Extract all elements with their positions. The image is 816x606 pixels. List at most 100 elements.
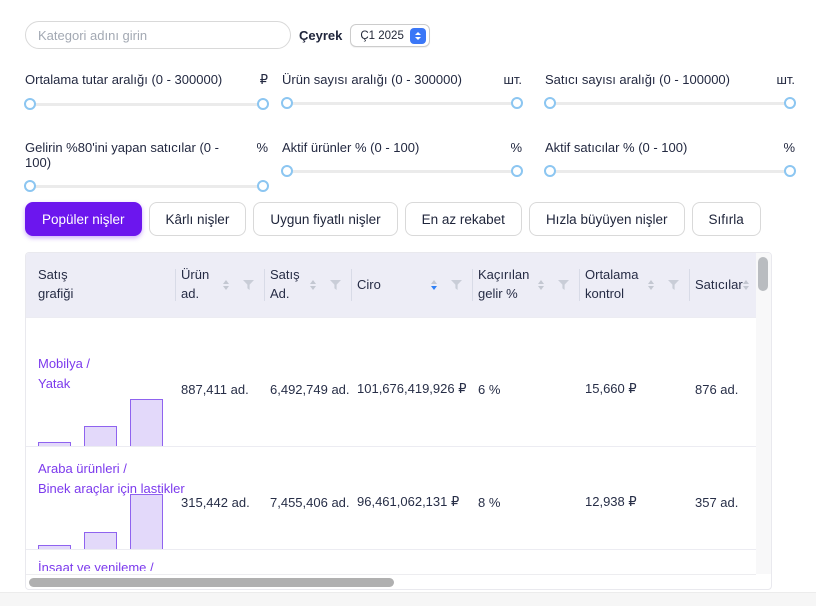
- sales-mini-bar: [130, 494, 163, 549]
- slider-track: [545, 102, 795, 105]
- niche-link[interactable]: Araba ürünleri / Binek araçlar için lasti…: [38, 461, 185, 496]
- filter-label: Ortalama tutar aralığı (0 - 300000): [25, 72, 223, 87]
- vertical-scrollbar[interactable]: [756, 253, 771, 574]
- niche-cell: Araba ürünleri / Binek araçlar için lasti…: [26, 447, 185, 549]
- slider-handle-max[interactable]: [511, 165, 523, 177]
- filter-funnel-icon[interactable]: [243, 280, 254, 290]
- slider-track: [545, 170, 795, 173]
- filter-unit: ₽: [259, 72, 268, 87]
- filter-seller-count: Satıcı sayısı aralığı (0 - 100000) шт.: [544, 72, 796, 109]
- tab-fast-growing-niches[interactable]: Hızla büyüyen nişler: [528, 202, 685, 236]
- active-sellers-range-slider[interactable]: [544, 165, 796, 177]
- sort-icon[interactable]: [742, 280, 749, 290]
- filter-unit: шт.: [503, 72, 522, 87]
- sellers-value: 876 ad.: [695, 381, 739, 397]
- sales-mini-bar: [84, 426, 117, 446]
- sales-mini-bar: [130, 399, 163, 446]
- table-row: Mobilya / Yatak 887,411 ad. 6,492,749 ad.…: [26, 317, 756, 446]
- quarter-filter: Çeyrek Ç1 2025: [299, 24, 430, 47]
- slider-handle-min[interactable]: [281, 165, 293, 177]
- slider-handle-max[interactable]: [784, 97, 796, 109]
- sort-icon[interactable]: [223, 280, 229, 290]
- sort-icon[interactable]: [538, 280, 544, 290]
- filter-funnel-icon[interactable]: [668, 280, 679, 290]
- quarter-select-value: Ç1 2025: [360, 29, 404, 42]
- filter-label: Satıcı sayısı aralığı (0 - 100000): [545, 72, 730, 87]
- average-check-value: 15,660 ₽: [585, 381, 637, 396]
- niche-link[interactable]: İnşaat ve yenileme /: [38, 560, 154, 571]
- tab-profitable-niches[interactable]: Kârlı nişler: [148, 202, 247, 236]
- seller-count-range-slider[interactable]: [544, 97, 796, 109]
- sales-mini-chart: [38, 399, 163, 446]
- sales-mini-bar: [84, 532, 117, 549]
- sellers-value: 357 ad.: [695, 494, 739, 510]
- niche-cell: Mobilya / Yatak: [26, 318, 175, 446]
- filter-label: Ürün sayısı aralığı (0 - 300000): [282, 72, 462, 87]
- preset-tabs: Popüler nişler Kârlı nişler Uygun fiyatl…: [25, 202, 761, 236]
- table-body: Mobilya / Yatak 887,411 ad. 6,492,749 ad.…: [26, 317, 756, 571]
- product-count-value: 887,411 ad.: [181, 381, 249, 397]
- filter-unit: %: [510, 140, 522, 155]
- slider-handle-max[interactable]: [257, 98, 269, 110]
- slider-handle-max[interactable]: [511, 97, 523, 109]
- sales-mini-bar: [38, 442, 71, 446]
- filter-unit: шт.: [776, 72, 795, 87]
- niche-cell: İnşaat ve yenileme /: [26, 550, 175, 571]
- average-check-value: 12,938 ₽: [585, 494, 637, 509]
- sort-icon[interactable]: [648, 280, 654, 290]
- filter-label: Aktif ürünler % (0 - 100): [282, 140, 420, 155]
- category-search-input[interactable]: [25, 21, 291, 49]
- filter-funnel-icon[interactable]: [330, 280, 341, 290]
- filter-funnel-icon[interactable]: [451, 280, 462, 290]
- tab-least-competition[interactable]: En az rekabet: [404, 202, 522, 236]
- slider-track: [282, 102, 522, 105]
- slider-handle-min[interactable]: [24, 180, 36, 192]
- slider-track: [25, 103, 268, 106]
- select-stepper-icon: [409, 27, 426, 44]
- filter-active-products: Aktif ürünler % (0 - 100)%: [281, 140, 523, 177]
- niche-link[interactable]: Mobilya / Yatak: [38, 356, 91, 391]
- slider-handle-max[interactable]: [784, 165, 796, 177]
- sales-mini-chart: [38, 494, 163, 549]
- slider-handle-max[interactable]: [257, 180, 269, 192]
- column-header-sales-graph: Satış grafiği: [38, 267, 74, 301]
- filter-funnel-icon[interactable]: [558, 280, 569, 290]
- page-bottom-strip: [0, 592, 816, 606]
- sort-icon[interactable]: [310, 280, 316, 290]
- slider-handle-min[interactable]: [544, 97, 556, 109]
- product-count-value: 315,442 ad.: [181, 494, 250, 510]
- column-header-sales-count: Satış Ad.: [264, 253, 351, 317]
- active-products-range-slider[interactable]: [281, 165, 523, 177]
- sort-icon-active-desc[interactable]: [431, 280, 437, 290]
- column-header-sellers: Satıcılar: [689, 253, 759, 317]
- filter-label: Aktif satıcılar % (0 - 100): [545, 140, 688, 155]
- slider-handle-min[interactable]: [281, 97, 293, 109]
- table-header: Satış grafiği Ürün ad. Satış Ad. Ciro Ka…: [26, 253, 756, 317]
- filter-top-sellers-share: Gelirin %80'ini yapan satıcılar (0 - 100…: [24, 140, 269, 192]
- column-header-revenue: Ciro: [351, 253, 472, 317]
- missed-revenue-value: 6 %: [478, 381, 501, 397]
- table-row: Araba ürünleri / Binek araçlar için lasti…: [26, 446, 756, 549]
- slider-handle-min[interactable]: [544, 165, 556, 177]
- niches-table: Satış grafiği Ürün ad. Satış Ad. Ciro Ka…: [25, 252, 772, 590]
- column-header-missed-revenue: Kaçırılan gelir %: [472, 253, 579, 317]
- filter-unit: %: [783, 140, 795, 155]
- top-sellers-range-slider[interactable]: [24, 180, 269, 192]
- quarter-label: Çeyrek: [299, 28, 343, 43]
- vertical-scrollbar-thumb[interactable]: [758, 257, 768, 291]
- product-count-range-slider[interactable]: [281, 97, 523, 109]
- reset-button[interactable]: Sıfırla: [691, 202, 761, 236]
- quarter-select[interactable]: Ç1 2025: [350, 24, 430, 47]
- missed-revenue-value: 8 %: [478, 494, 501, 510]
- filter-label: Gelirin %80'ini yapan satıcılar (0 - 100…: [25, 140, 219, 170]
- avg-amount-range-slider[interactable]: [24, 98, 269, 110]
- slider-handle-min[interactable]: [24, 98, 36, 110]
- slider-track: [25, 185, 268, 188]
- tab-popular-niches[interactable]: Popüler nişler: [25, 202, 142, 236]
- sales-count-value: 6,492,749 ad.: [270, 381, 350, 397]
- tab-affordable-niches[interactable]: Uygun fiyatlı nişler: [253, 202, 398, 236]
- filter-unit: %: [256, 140, 268, 155]
- horizontal-scrollbar[interactable]: [26, 574, 756, 589]
- horizontal-scrollbar-thumb[interactable]: [29, 578, 394, 587]
